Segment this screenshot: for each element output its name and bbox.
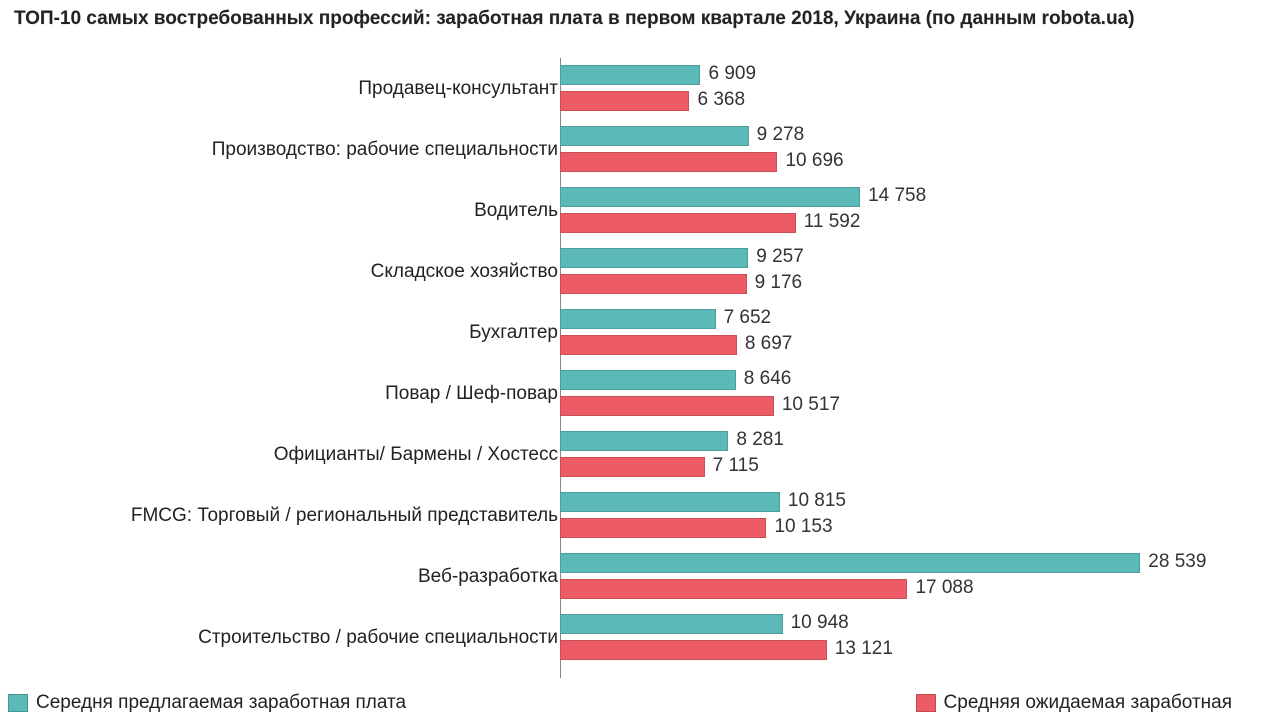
bar-offered	[560, 126, 749, 146]
legend: Середня предлагаемая заработная плата Ср…	[8, 692, 1272, 714]
category-label: Повар / Шеф-повар	[18, 383, 558, 405]
category-label: Бухгалтер	[18, 322, 558, 344]
bar-expected	[560, 640, 827, 660]
value-label-expected: 7 115	[713, 455, 759, 477]
value-label-expected: 9 176	[755, 272, 803, 294]
value-label-offered: 8 281	[736, 429, 784, 451]
chart-row: Веб-разработка 28 539 17 088	[0, 547, 1280, 605]
category-label: Веб-разработка	[18, 566, 558, 588]
category-label: FMCG: Торговый / региональный представит…	[18, 505, 558, 527]
chart-area: Продавец-консультант 6 909 6 368 Производст…	[0, 44, 1280, 674]
value-label-expected: 8 697	[745, 333, 793, 355]
chart-row: Производство: рабочие специальности 9 278…	[0, 120, 1280, 178]
legend-swatch-offered	[8, 694, 28, 712]
value-label-expected: 13 121	[835, 638, 893, 660]
bar-expected	[560, 91, 689, 111]
legend-item-expected: Средняя ожидаемая заработная	[916, 692, 1232, 714]
chart-row: Продавец-консультант 6 909 6 368	[0, 59, 1280, 117]
bar-expected	[560, 213, 796, 233]
value-label-expected: 11 592	[804, 211, 861, 233]
value-label-expected: 6 368	[697, 89, 745, 111]
category-label: Водитель	[18, 200, 558, 222]
bar-expected	[560, 457, 705, 477]
bar-offered	[560, 492, 780, 512]
bar-offered	[560, 553, 1140, 573]
legend-label-offered: Середня предлагаемая заработная плата	[36, 692, 406, 714]
bar-expected	[560, 518, 766, 538]
chart-row: Официанты/ Бармены / Хостесс 8 281 7 115	[0, 425, 1280, 483]
chart-title: ТОП-10 самых востребованных профессий: з…	[0, 0, 1280, 36]
bar-offered	[560, 187, 860, 207]
category-label: Официанты/ Бармены / Хостесс	[18, 444, 558, 466]
value-label-offered: 8 646	[744, 368, 792, 390]
bar-offered	[560, 370, 736, 390]
legend-item-offered: Середня предлагаемая заработная плата	[8, 692, 406, 714]
bar-expected	[560, 579, 907, 599]
category-label: Производство: рабочие специальности	[18, 139, 558, 161]
value-label-expected: 10 517	[782, 394, 840, 416]
value-label-offered: 28 539	[1148, 551, 1206, 573]
value-label-expected: 10 153	[774, 516, 832, 538]
category-label: Продавец-консультант	[18, 78, 558, 100]
value-label-expected: 17 088	[915, 577, 973, 599]
value-label-offered: 10 815	[788, 490, 846, 512]
chart-row: Повар / Шеф-повар 8 646 10 517	[0, 364, 1280, 422]
bar-offered	[560, 248, 748, 268]
bar-expected	[560, 274, 747, 294]
category-label: Складское хозяйство	[18, 261, 558, 283]
bar-offered	[560, 431, 728, 451]
value-label-offered: 9 278	[757, 124, 805, 146]
value-label-offered: 9 257	[756, 246, 804, 268]
value-label-offered: 10 948	[791, 612, 849, 634]
bar-offered	[560, 309, 716, 329]
bar-expected	[560, 152, 777, 172]
bar-expected	[560, 396, 774, 416]
chart-row: Складское хозяйство 9 257 9 176	[0, 242, 1280, 300]
chart-row: Водитель 14 758 11 592	[0, 181, 1280, 239]
chart-row: FMCG: Торговый / региональный представит…	[0, 486, 1280, 544]
chart-row: Строительство / рабочие специальности 10 …	[0, 608, 1280, 666]
legend-label-expected: Средняя ожидаемая заработная	[944, 692, 1232, 714]
bar-offered	[560, 614, 783, 634]
value-label-expected: 10 696	[785, 150, 843, 172]
category-label: Строительство / рабочие специальности	[18, 627, 558, 649]
value-label-offered: 7 652	[724, 307, 772, 329]
bar-offered	[560, 65, 700, 85]
value-label-offered: 6 909	[708, 63, 756, 85]
bar-expected	[560, 335, 737, 355]
legend-swatch-expected	[916, 694, 936, 712]
value-label-offered: 14 758	[868, 185, 926, 207]
chart-row: Бухгалтер 7 652 8 697	[0, 303, 1280, 361]
